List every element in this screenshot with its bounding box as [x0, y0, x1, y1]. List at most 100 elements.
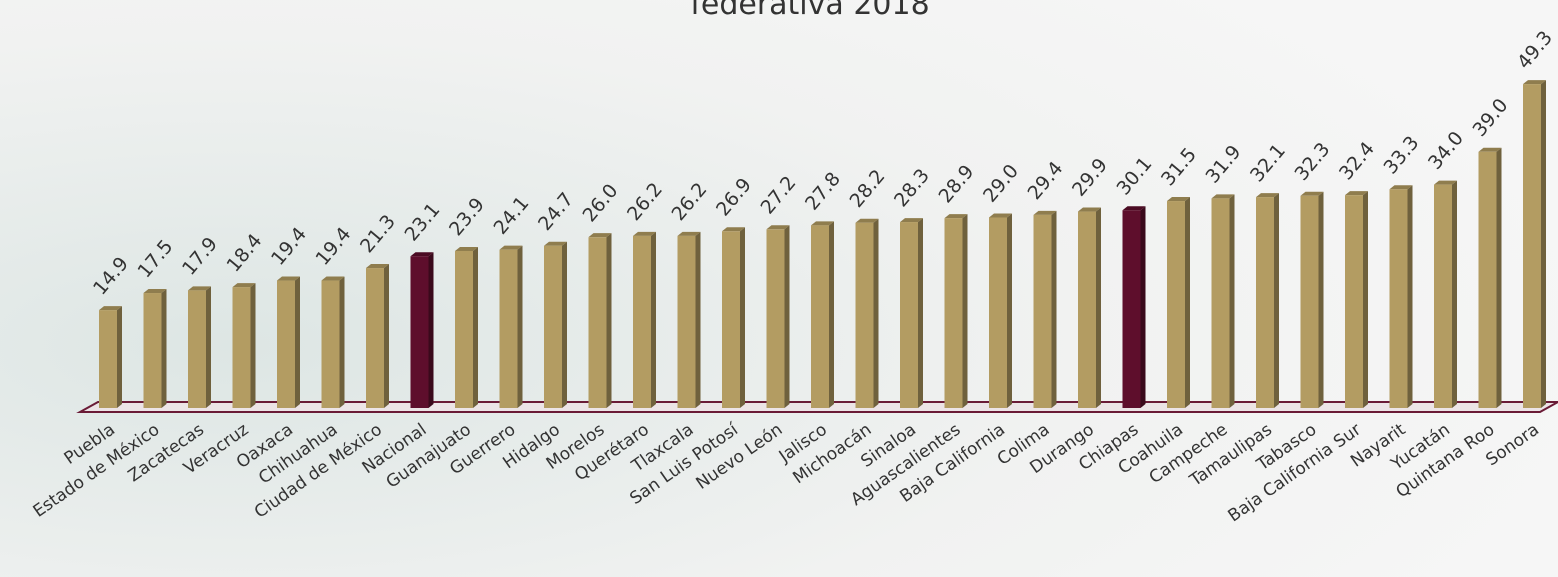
bar-top [1256, 193, 1279, 198]
bar-top [1122, 206, 1146, 211]
bar [1345, 195, 1363, 408]
bar-top [1033, 210, 1057, 215]
bar-side [829, 221, 834, 408]
bar-top [766, 225, 790, 230]
bar [143, 293, 162, 408]
bar-side [1096, 207, 1101, 408]
bar [188, 290, 206, 408]
bar-top [455, 246, 478, 251]
bar-top [1389, 185, 1413, 190]
bar-top [499, 245, 523, 250]
bar-side [517, 245, 523, 408]
bar-top [811, 221, 834, 226]
bar-side [1007, 213, 1012, 408]
bar-top [588, 233, 612, 238]
bar [1389, 189, 1408, 408]
bar-side [651, 231, 656, 408]
bar-top [1478, 147, 1502, 152]
bar-top [188, 286, 211, 291]
bar-side [784, 225, 790, 408]
bar-top [1211, 194, 1235, 199]
bar [989, 217, 1007, 408]
bar [1256, 197, 1274, 408]
bar-top [321, 276, 345, 281]
bar-side [1051, 210, 1057, 408]
bar-top [1523, 80, 1546, 85]
bar-side [1318, 191, 1324, 408]
bar [455, 250, 473, 408]
bar [99, 310, 117, 408]
bar [811, 225, 829, 408]
bar [1122, 210, 1141, 408]
bar [232, 287, 251, 408]
bar-side [384, 264, 389, 408]
bar-side [962, 214, 968, 408]
bar-top [1434, 180, 1457, 185]
bar-side [1496, 147, 1502, 408]
bar-top [1300, 191, 1324, 196]
bar-top [944, 214, 968, 219]
bar-side [740, 227, 745, 408]
bar-top [544, 241, 567, 246]
bar-top [410, 252, 434, 257]
bar-side [1274, 193, 1279, 408]
bar-top [855, 218, 879, 223]
bar [1033, 214, 1052, 408]
bar [766, 229, 785, 408]
bar-top [143, 289, 167, 294]
bar-side [473, 246, 478, 408]
bar [321, 280, 340, 408]
bar-side [206, 286, 211, 408]
bar-side [606, 233, 612, 408]
bar [855, 222, 874, 408]
bar-top [900, 218, 923, 223]
bar-side [339, 276, 345, 408]
bar-top [277, 276, 300, 281]
bar [1167, 201, 1185, 408]
bar-top [1345, 191, 1368, 196]
bar-side [295, 276, 300, 408]
bar-side [918, 218, 923, 408]
bar-top [99, 306, 122, 311]
bar-side [562, 241, 567, 408]
bar-side [1140, 206, 1146, 408]
bar-side [428, 252, 434, 408]
bar-top [677, 231, 701, 236]
chart-title: federativa 2018 [690, 0, 929, 22]
bar [1478, 151, 1497, 408]
bar [944, 218, 963, 408]
bar-side [117, 306, 122, 408]
bar [1078, 211, 1096, 408]
bar [1300, 195, 1319, 408]
bar-side [1452, 180, 1457, 408]
bar-side [1363, 191, 1368, 408]
bar [1523, 84, 1541, 408]
bar-side [695, 231, 701, 408]
bar [633, 235, 651, 408]
bar-side [1541, 80, 1546, 408]
bar [1211, 198, 1230, 408]
bar [900, 222, 918, 408]
bar [410, 256, 429, 408]
bar [544, 245, 562, 408]
bar-side [1185, 197, 1190, 408]
bar-side [161, 289, 167, 408]
bar-side [1229, 194, 1235, 408]
bar-top [1167, 197, 1190, 202]
bar-top [1078, 207, 1101, 212]
bar-side [1407, 185, 1413, 408]
bar-side [873, 218, 879, 408]
bar [722, 231, 740, 408]
bar [277, 280, 295, 408]
bar-top [722, 227, 745, 232]
bar-top [633, 231, 656, 236]
bar-top [366, 264, 389, 269]
bar-top [989, 213, 1012, 218]
bar [588, 237, 607, 408]
bar [499, 249, 518, 408]
bar-side [250, 283, 256, 408]
bar [366, 268, 384, 408]
bar [677, 235, 696, 408]
bar-top [232, 283, 256, 288]
